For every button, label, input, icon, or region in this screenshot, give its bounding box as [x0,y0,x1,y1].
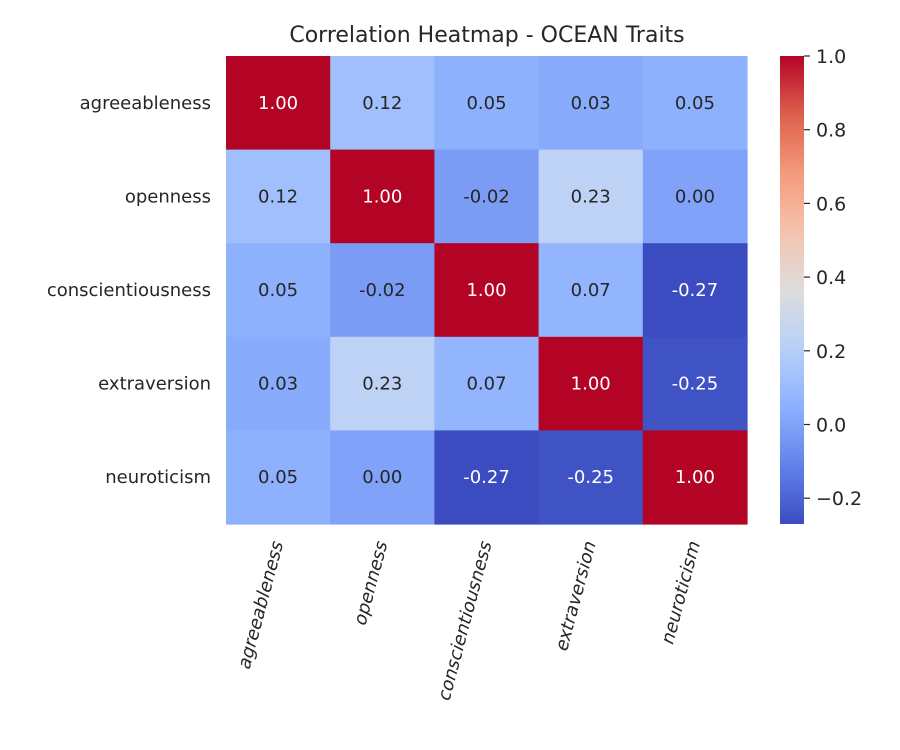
cell-value-label: -0.27 [463,467,510,488]
cell-value-label: 1.00 [258,93,298,114]
cell-value-label: 0.05 [675,93,715,114]
column-labels: agreeableness openness conscientiousness ex… [235,537,705,705]
colorbar-tick-label: 0.4 [816,267,846,289]
heatmap-cell [330,56,435,151]
heatmap-cell [434,430,540,525]
colorbar-tick-label: 0.2 [816,341,846,363]
heatmap-cell [434,243,540,338]
heatmap-cell [226,56,331,151]
row-tick-label: conscientiousness [47,280,211,301]
heatmap-cell [538,56,644,151]
cell-value-label: 0.23 [362,374,402,395]
cell-value-label: -0.02 [359,280,406,301]
colorbar-tick-label: 0.6 [816,193,846,215]
cell-value-label: 0.05 [258,280,298,301]
heatmap-cell [642,243,748,338]
heatmap-cell [538,243,644,338]
cell-value-label: 1.00 [362,186,402,207]
cell-value-label: 1.00 [571,374,611,395]
cell-value-label: 1.00 [675,467,715,488]
row-tick-label: agreeableness [80,93,211,114]
colorbar-tick-label: 0.8 [816,120,846,142]
heatmap-cell [226,430,331,525]
cell-value-label: 0.00 [362,467,402,488]
cell-value-label: -0.25 [672,374,719,395]
cell-value-label: -0.02 [463,186,510,207]
row-tick-label: openness [125,186,211,207]
colorbar-tick-label: −0.2 [816,488,862,510]
colorbar-tick-label: 0.0 [816,415,846,437]
column-tick-label: agreeableness [235,537,288,673]
cell-value-label: 0.05 [258,467,298,488]
heatmap-cell [538,149,644,244]
heatmap-cell [330,149,435,244]
cell-value-label: -0.27 [672,280,719,301]
cell-value-label: -0.25 [567,467,614,488]
cell-value-label: 0.23 [571,186,611,207]
heatmap-cell [330,336,435,431]
cell-value-label: 0.00 [675,186,715,207]
colorbar: 1.0 0.8 0.6 0.4 0.2 0.0 −0.2 [780,46,862,524]
column-tick-label: conscientiousness [435,537,496,705]
row-tick-label: neuroticism [105,467,211,488]
column-tick-label: openness [351,537,392,630]
cell-value-label: 0.03 [258,374,298,395]
cell-value-label: 0.12 [258,186,298,207]
heatmap-cell [330,430,435,525]
heatmap-cell [226,243,331,338]
heatmap-cell [642,430,748,525]
heatmap-cell [330,243,435,338]
colorbar-gradient [780,56,804,524]
heatmap-cell [538,336,644,431]
cell-value-label: 0.12 [362,93,402,114]
row-labels: agreeableness openness conscientiousness ex… [47,93,211,488]
cell-value-label: 0.05 [466,93,506,114]
cell-value-label: 0.07 [571,280,611,301]
heatmap-cell [434,56,540,151]
cell-value-label: 0.03 [571,93,611,114]
heatmap-cell [434,149,540,244]
cell-value-label: 0.07 [466,374,506,395]
column-tick-label: neuroticism [658,537,704,649]
heatmap-cell [226,336,331,431]
row-tick-label: extraversion [98,374,211,395]
heatmap-cell [642,56,748,151]
heatmap-cell [642,336,748,431]
heatmap-cell [434,336,540,431]
cell-value-label: 1.00 [466,280,506,301]
heatmap-cells: 1.00 0.12 0.05 0.03 0.05 0.12 1.00 -0.02 0.23 0.0… [226,56,748,525]
chart-title: Correlation Heatmap - OCEAN Traits [289,23,684,48]
heatmap-cell [226,149,331,244]
heatmap-cell [538,430,644,525]
heatmap-cell [642,149,748,244]
column-tick-label: extraversion [552,537,600,656]
colorbar-tick-label: 1.0 [816,46,846,68]
